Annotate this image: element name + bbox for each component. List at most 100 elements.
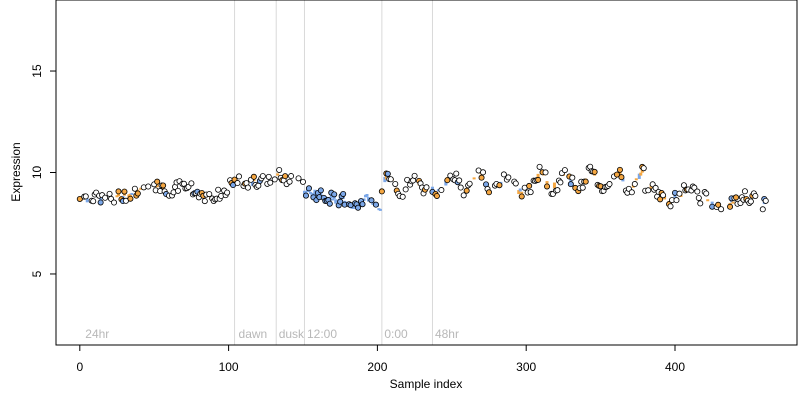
data-point bbox=[250, 173, 257, 180]
data-point bbox=[485, 189, 492, 196]
blue-bar bbox=[383, 176, 387, 183]
data-point bbox=[175, 187, 182, 194]
blue-bar bbox=[358, 203, 362, 206]
orange-bar bbox=[139, 187, 143, 190]
blue-bar bbox=[313, 189, 317, 194]
blue-bar bbox=[371, 201, 375, 205]
data-point bbox=[478, 174, 485, 181]
data-point bbox=[567, 181, 574, 188]
data-point bbox=[569, 174, 576, 181]
data-point bbox=[134, 190, 141, 197]
annotation-label: 0:00 bbox=[384, 327, 408, 341]
data-point bbox=[384, 170, 391, 177]
data-point bbox=[703, 190, 710, 197]
data-point bbox=[762, 197, 769, 204]
data-point bbox=[697, 200, 704, 207]
blue-bar bbox=[130, 192, 134, 195]
orange-bar bbox=[276, 173, 280, 176]
data-point bbox=[463, 187, 470, 194]
x-axis-title: Sample index bbox=[390, 377, 463, 391]
orange-bar bbox=[472, 177, 476, 180]
data-point bbox=[657, 196, 664, 203]
data-point bbox=[457, 184, 464, 191]
data-point bbox=[741, 188, 748, 195]
y-axis: 5 10 15 bbox=[30, 64, 56, 277]
data-point bbox=[387, 176, 394, 183]
data-point bbox=[527, 189, 534, 196]
data-point bbox=[518, 193, 525, 200]
orange-bar bbox=[536, 173, 540, 180]
x-tick-label: 400 bbox=[665, 360, 685, 374]
data-point bbox=[631, 181, 638, 188]
data-point bbox=[433, 192, 440, 199]
annotation-label: dawn bbox=[239, 327, 268, 341]
data-point bbox=[317, 187, 324, 194]
data-point bbox=[660, 192, 667, 199]
data-point bbox=[554, 187, 561, 194]
data-point bbox=[355, 204, 362, 211]
data-point bbox=[160, 182, 167, 189]
data-point bbox=[676, 190, 683, 197]
data-point bbox=[727, 203, 734, 210]
data-point bbox=[411, 172, 418, 179]
data-point bbox=[652, 184, 659, 191]
data-point bbox=[640, 165, 647, 172]
data-point bbox=[747, 198, 754, 205]
x-tick-label: 200 bbox=[367, 360, 387, 374]
data-point bbox=[359, 201, 366, 208]
data-point bbox=[326, 200, 333, 207]
data-point bbox=[145, 183, 152, 190]
data-point bbox=[288, 173, 295, 180]
data-point bbox=[496, 182, 503, 189]
data-point bbox=[224, 189, 231, 196]
y-tick-label: 10 bbox=[30, 166, 44, 180]
data-point bbox=[453, 170, 460, 177]
data-point bbox=[542, 169, 549, 176]
blue-bar bbox=[637, 173, 641, 179]
annotation-label: 12:00 bbox=[307, 327, 337, 341]
data-point bbox=[111, 199, 118, 206]
data-point bbox=[102, 194, 109, 201]
data-point bbox=[90, 198, 97, 205]
data-point bbox=[206, 191, 213, 198]
orange-bar bbox=[639, 172, 643, 176]
data-point bbox=[106, 190, 113, 197]
data-point bbox=[267, 179, 274, 186]
data-point bbox=[759, 206, 766, 213]
data-point bbox=[628, 189, 635, 196]
data-point bbox=[480, 169, 487, 176]
blue-bar bbox=[250, 181, 254, 186]
annotation-label: dusk bbox=[279, 327, 305, 341]
data-point bbox=[392, 180, 399, 187]
data-point bbox=[295, 175, 302, 182]
y-tick-label: 5 bbox=[30, 270, 44, 277]
data-point bbox=[645, 187, 652, 194]
annotation-label: 48hr bbox=[435, 327, 459, 341]
data-point bbox=[579, 184, 586, 191]
data-point bbox=[423, 184, 430, 191]
data-point bbox=[561, 167, 568, 174]
data-point bbox=[613, 171, 620, 178]
data-point bbox=[718, 206, 725, 213]
data-point bbox=[282, 173, 289, 180]
data-point bbox=[618, 174, 625, 181]
blue-bar bbox=[518, 188, 522, 192]
data-point bbox=[131, 185, 138, 192]
data-point bbox=[305, 185, 312, 192]
orange-bar bbox=[552, 182, 556, 189]
data-point bbox=[372, 201, 379, 208]
orange-bar bbox=[731, 201, 735, 204]
data-point bbox=[691, 184, 698, 191]
plot-frame bbox=[55, 0, 798, 346]
data-point bbox=[188, 180, 195, 187]
blue-bar bbox=[85, 198, 89, 203]
data-point bbox=[402, 186, 409, 193]
data-point bbox=[557, 179, 564, 186]
data-point bbox=[201, 198, 208, 205]
y-tick-label: 15 bbox=[30, 64, 44, 78]
data-point bbox=[115, 188, 122, 195]
data-point bbox=[694, 188, 701, 195]
data-point bbox=[456, 177, 463, 184]
data-point bbox=[591, 168, 598, 175]
data-point bbox=[438, 187, 445, 194]
